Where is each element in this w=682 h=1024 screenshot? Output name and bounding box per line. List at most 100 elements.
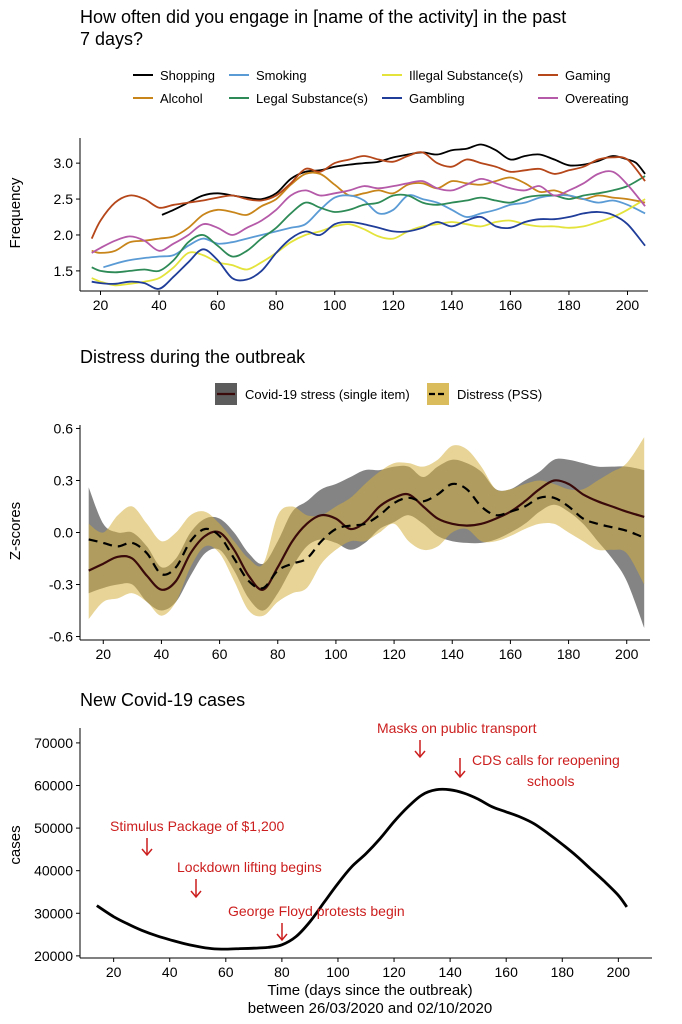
series-line [88,479,645,591]
panel3-annotations: Stimulus Package of $1,200 Lockdown lifti… [110,720,620,942]
legend-label: Illegal Substance(s) [409,68,523,83]
y-tick-label: 1.5 [54,263,74,279]
annotation-label: Stimulus Package of $1,200 [110,818,285,834]
x-tick-label: 60 [212,646,228,662]
y-tick-label: 60000 [34,778,73,794]
series-line [88,482,645,590]
series-line-gaming [90,151,646,240]
panel1-title-line1: How often did you engage in [name of the… [80,7,566,27]
y-tick-label: 0.6 [54,420,74,436]
y-tick-label: 50000 [34,820,73,836]
annotation-arrow-head [454,770,466,779]
x-tick-label: 140 [441,646,465,662]
x-tick-label: 200 [615,646,639,662]
series-line-shopping [161,143,646,216]
x-tick-label: 60 [218,964,234,980]
panel-frequency: How often did you engage in [name of the… [7,7,648,313]
x-tick-label: 160 [499,646,523,662]
x-tick-label: 80 [270,646,286,662]
x-tick-label: 160 [495,964,519,980]
x-tick-label: 100 [326,964,350,980]
panel1-axes: 20 40 60 80 100 120 140 160 180 200 1.5 2.0 2.5 3.0 [54,138,648,313]
x-tick-label: 140 [438,964,462,980]
x-tick-label: 160 [499,297,523,313]
x-tick-label: 120 [382,964,406,980]
annotation-arrow-head [190,890,202,899]
panel3-axes: 20 40 60 80 100 120 140 160 180 200 20000 30000 4000… [34,728,652,980]
panel3-title: New Covid-19 cases [80,690,245,710]
y-tick-label: 70000 [34,735,73,751]
legend-label: Shopping [160,68,215,83]
legend-label: Gaming [565,68,611,83]
annotation-label: George Floyd protests begin [228,903,405,919]
legend-label: Covid-19 stress (single item) [245,387,410,402]
y-tick-label: 3.0 [54,155,74,171]
annotation-label: CDS calls for reopening schools [472,752,620,789]
panel2-axes: 20 40 60 80 100 120 140 160 180 200 -0.6 -0.3 0.0 0.3… [49,420,650,662]
panel2-y-label: Z-scores [7,502,24,560]
panel1-legend: Shopping Smoking Illegal Substance(s) Gamin… [133,68,629,106]
x-tick-label: 40 [154,646,170,662]
legend-label: Smoking [256,68,307,83]
x-tick-label: 180 [557,297,581,313]
x-tick-label: 200 [616,297,640,313]
x-tick-label: 120 [382,646,406,662]
x-tick-label: 40 [151,297,167,313]
annotation-line-1: CDS calls for reopening [472,752,620,768]
annotation-line-2: schools [527,773,574,789]
x-tick-label: 20 [95,646,111,662]
legend-label: Overeating [565,91,629,106]
series-line-legal-substance-s- [91,175,646,274]
panel1-y-label: Frequency [7,177,24,248]
panel3-x-label-sub: between 26/03/2020 and 02/10/2020 [248,1000,492,1017]
panel1-title-line2: 7 days? [80,29,143,49]
panel2-legend: Covid-19 stress (single item) Distress (P… [215,383,542,405]
y-tick-label: 0.0 [54,525,74,541]
y-tick-label: -0.3 [49,577,73,593]
series-line-alcohol [91,171,646,254]
y-tick-label: 20000 [34,948,73,964]
x-tick-label: 20 [93,297,109,313]
y-tick-label: 2.0 [54,227,74,243]
legend-label: Legal Substance(s) [256,91,368,106]
panel2-series [88,437,645,628]
series-line-gambling [91,211,646,290]
series-line-overeating [91,170,646,254]
y-tick-label: 2.5 [54,191,74,207]
x-tick-label: 140 [440,297,464,313]
x-tick-label: 180 [551,964,575,980]
panel1-series [90,143,646,290]
panel3-y-label: cases [7,825,24,864]
confidence-band [88,437,645,620]
series-line-illegal-substance-s- [91,198,646,287]
x-tick-label: 200 [607,964,631,980]
x-tick-label: 20 [106,964,122,980]
x-tick-label: 180 [557,646,581,662]
x-tick-label: 60 [210,297,226,313]
y-tick-label: 40000 [34,863,73,879]
legend-label: Gambling [409,91,465,106]
annotation-arrow-head [141,848,153,857]
x-tick-label: 80 [274,964,290,980]
annotation-arrow-head [276,933,288,942]
panel2-title: Distress during the outbreak [80,347,306,367]
legend-label: Distress (PSS) [457,387,542,402]
x-tick-label: 120 [382,297,406,313]
x-tick-label: 40 [162,964,178,980]
x-tick-label: 80 [268,297,284,313]
y-tick-label: 30000 [34,905,73,921]
annotation-label: Masks on public transport [377,720,537,736]
y-tick-label: -0.6 [49,629,73,645]
y-tick-label: 0.3 [54,472,74,488]
annotation-label: Lockdown lifting begins [177,859,322,875]
panel3-x-label: Time (days since the outbreak) [267,982,472,999]
panel-cases: New Covid-19 cases cases 20 40 60 80 100 120 1… [7,690,652,1017]
annotation-arrow-head [414,750,426,759]
x-tick-label: 100 [323,297,347,313]
legend-label: Alcohol [160,91,203,106]
panel3-series [96,787,628,951]
x-tick-label: 100 [324,646,348,662]
cases-line [96,787,628,951]
panel-distress: Distress during the outbreak Covid-19 st… [7,347,650,662]
